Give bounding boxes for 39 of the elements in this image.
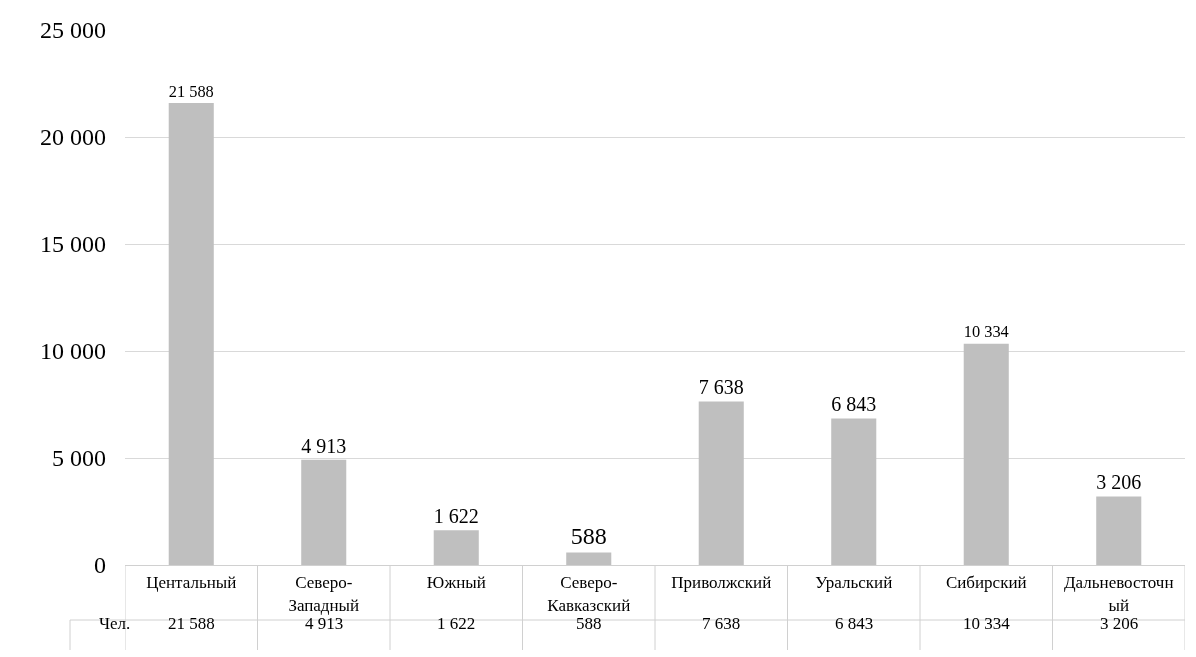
bar [698, 401, 744, 565]
bar [301, 459, 347, 565]
bar [566, 552, 612, 565]
x-tick-label: Северо-Западный [288, 573, 360, 615]
text: 21 588 [168, 81, 214, 101]
x-tick-label: Северо-Кавказский [547, 573, 631, 615]
data-label: 7 638 [702, 614, 741, 633]
y-tick-label: 5 000 [52, 445, 106, 472]
text: 588 [570, 523, 607, 550]
x-tick-label: Приволжский [671, 573, 772, 593]
bar [168, 103, 214, 565]
y-tick-label: 10 000 [40, 338, 106, 365]
x-tick-label: Сибирский [945, 573, 1027, 593]
data-label: 6 843 [835, 614, 874, 633]
data-label: 588 [576, 614, 602, 633]
x-tick-label: Дальневосточный [1064, 573, 1174, 615]
text: 1 622 [433, 505, 479, 528]
bar [831, 418, 877, 565]
y-tick-label: 15 000 [40, 231, 106, 258]
x-tick-label: Уральский [815, 573, 893, 593]
y-tick-label: 0 [94, 552, 106, 579]
x-tick-label: Южный [426, 573, 486, 593]
text: Чел. [99, 614, 131, 633]
bar [963, 343, 1009, 565]
data-label: 1 622 [437, 614, 476, 633]
x-tick-label: Центальный [146, 573, 237, 593]
bar [433, 530, 479, 565]
text: 3 206 [1096, 471, 1142, 494]
y-tick-label: 20 000 [40, 124, 106, 151]
text: 6 843 [831, 393, 877, 416]
y-tick-label: 25 000 [40, 17, 106, 44]
text: 4 913 [301, 434, 347, 457]
data-label: 3 206 [1100, 614, 1139, 633]
text: 7 638 [698, 376, 744, 399]
text: 10 334 [963, 322, 1009, 342]
data-label: 21 588 [168, 614, 215, 633]
bar [1096, 496, 1142, 565]
data-label: 10 334 [963, 614, 1011, 633]
data-label: 4 913 [305, 614, 344, 633]
